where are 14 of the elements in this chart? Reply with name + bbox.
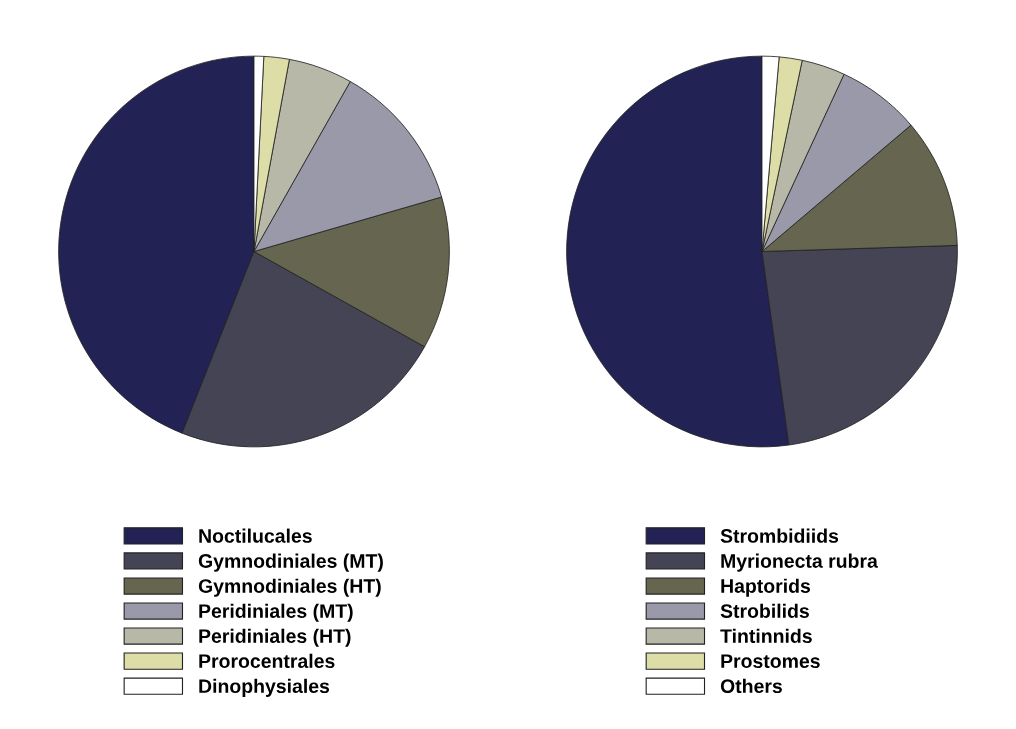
legend-label: Gymnodiniales (HT) [198,578,381,597]
legend-label: Peridiniales (HT) [199,628,351,647]
legend-label: Dinophysiales [199,678,330,697]
legend-label: Peridiniales (MT) [199,603,353,622]
legend-label: Strombidiids [720,528,839,543]
legend-label: Haptorids [721,578,811,597]
legend-label: Strobilids [720,603,809,618]
legend-label: Noctilucales [199,528,312,543]
legend-label: Myrionecta rubra [721,553,878,572]
legend-label: Gymnodiniales (MT) [198,553,383,572]
legend-label: Tintinnids [720,628,812,643]
legend-label: Prostomes [721,654,820,669]
legend-label: Others [720,678,782,694]
legend-label: Prorocentrales [199,653,335,669]
